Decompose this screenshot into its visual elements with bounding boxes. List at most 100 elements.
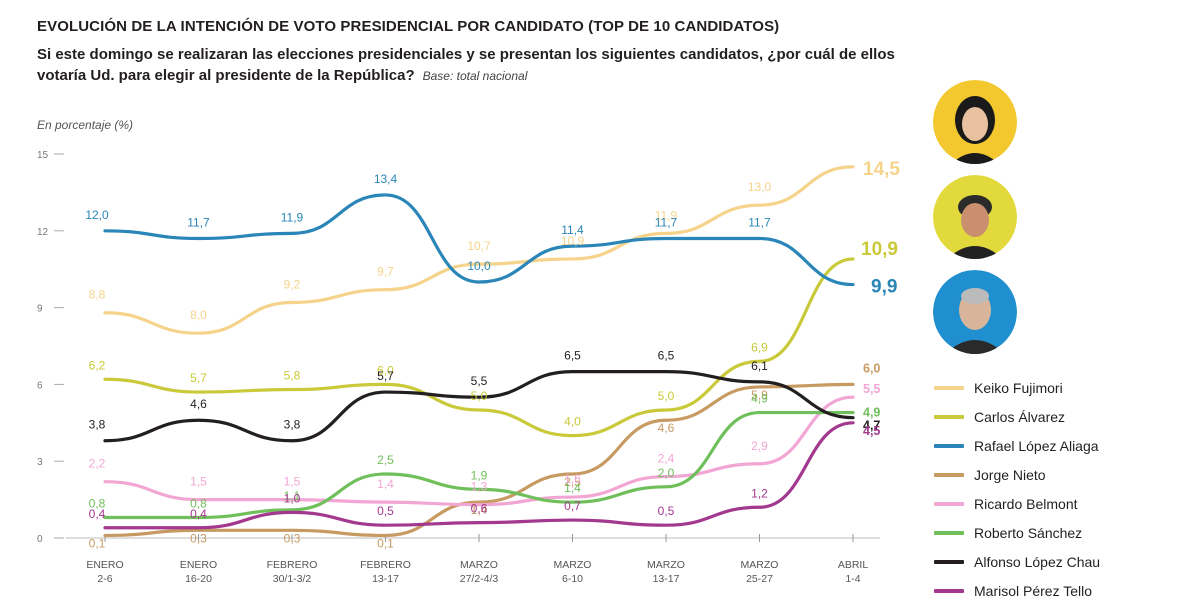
alfonso-data-label: 3,8 [284, 418, 301, 432]
alfonso-data-label: 5,7 [377, 369, 394, 383]
marisol-data-label: 0,6 [471, 502, 488, 516]
ricardo-data-label: 2,4 [658, 452, 675, 466]
x-tick-label: ENERO [86, 559, 123, 571]
jorge-data-label: 2,5 [564, 475, 581, 489]
carlos-data-label: 6,2 [89, 358, 106, 372]
x-tick-sublabel: 25-27 [746, 573, 773, 585]
legend-swatch [934, 414, 964, 419]
legend-item-carlos: Carlos Álvarez [934, 402, 1100, 431]
x-tick-label: MARZO [647, 559, 685, 571]
roberto-data-label: 1,1 [284, 489, 301, 503]
x-tick-label: FEBRERO [360, 559, 411, 571]
keiko-data-label: 9,7 [377, 265, 394, 279]
rafael-data-label: 11,7 [187, 215, 210, 229]
legend-item-keiko: Keiko Fujimori [934, 373, 1100, 402]
roberto-data-label: 4,9 [863, 406, 880, 420]
keiko-portrait-icon [933, 80, 1017, 164]
carlos-data-label: 5,8 [284, 369, 301, 383]
x-tick-label: ENERO [180, 559, 217, 571]
ricardo-data-label: 5,5 [863, 382, 880, 396]
rafael-data-label: 11,7 [655, 215, 678, 229]
x-tick-sublabel: 27/2-4/3 [460, 573, 499, 585]
x-tick-sublabel: 13-17 [372, 573, 399, 585]
ricardo-data-label: 1,4 [377, 477, 394, 491]
keiko-data-label: 10,9 [561, 234, 585, 248]
y-tick-label: 6 [37, 380, 43, 391]
legend-swatch [934, 559, 964, 564]
roberto-data-label: 4,9 [751, 392, 768, 406]
rafael-data-label: 11,7 [748, 215, 771, 229]
legend-label: Marisol Pérez Tello [974, 582, 1093, 599]
jorge-data-label: 0,3 [284, 531, 301, 545]
ricardo-data-label: 1,5 [284, 475, 301, 489]
legend-swatch [934, 385, 964, 390]
rafael-data-label: 13,4 [374, 172, 398, 186]
y-tick-label: 0 [37, 534, 43, 545]
legend-item-ricardo: Ricardo Belmont [934, 489, 1100, 518]
marisol-data-label: 4,5 [863, 424, 880, 438]
roberto-data-label: 2,0 [658, 466, 675, 480]
legend-label: Rafael López Aliaga [974, 437, 1099, 454]
alfonso-data-label: 6,1 [751, 359, 768, 373]
carlos-data-label: 5,7 [190, 371, 207, 385]
roberto-data-label: 2,5 [377, 453, 394, 467]
keiko-data-label: 13,0 [748, 180, 772, 194]
legend-item-roberto: Roberto Sánchez [934, 518, 1100, 547]
legend-label: Carlos Álvarez [974, 408, 1066, 425]
legend-swatch [934, 472, 964, 477]
marisol-data-label: 0,4 [89, 507, 106, 521]
jorge-data-label: 6,0 [863, 361, 880, 375]
roberto-data-label: 0,8 [89, 497, 106, 511]
jorge-data-label: 0,1 [377, 536, 394, 550]
subtitle-question: Si este domingo se realizaran las elecci… [37, 46, 895, 84]
rafael-data-label: 9,9 [871, 277, 897, 298]
legend-item-jorge: Jorge Nieto [934, 460, 1100, 489]
legend-label: Alfonso López Chau [974, 553, 1101, 570]
marisol-data-label: 0,4 [190, 507, 207, 521]
marisol-data-label: 0,7 [564, 499, 581, 513]
keiko-data-label: 14,5 [863, 159, 900, 180]
jorge-data-label: 0,3 [190, 531, 207, 545]
legend-swatch [934, 530, 964, 535]
rafael-portrait-icon [933, 270, 1017, 354]
legend-label: Ricardo Belmont [974, 495, 1078, 512]
unit-label: En porcentaje (%) [37, 118, 134, 132]
alfonso-data-label: 6,5 [564, 349, 581, 363]
roberto-data-label: 1,4 [564, 481, 581, 495]
carlos-data-label: 5,0 [471, 389, 488, 403]
legend-swatch [934, 588, 964, 593]
marisol-data-label: 0,5 [377, 504, 394, 518]
ricardo-data-label: 2,9 [751, 439, 768, 453]
x-tick-sublabel: 30/1-3/2 [273, 573, 312, 585]
chart-title: EVOLUCIÓN DE LA INTENCIÓN DE VOTO PRESID… [37, 18, 780, 35]
rafael-data-label: 11,9 [281, 210, 304, 224]
x-tick-sublabel: 2-6 [97, 573, 112, 585]
jorge-data-label: 1,4 [471, 503, 488, 517]
legend-swatch [934, 501, 964, 506]
x-tick-sublabel: 1-4 [845, 573, 860, 585]
ricardo-data-label: 2,2 [89, 457, 106, 471]
legend-label: Jorge Nieto [974, 466, 1046, 483]
rafael-avatar [933, 270, 1017, 354]
carlos-data-label: 6,0 [377, 363, 394, 377]
keiko-data-label: 8,0 [190, 308, 207, 322]
x-tick-sublabel: 13-17 [653, 573, 680, 585]
y-tick-label: 3 [37, 457, 43, 468]
x-tick-label: FEBRERO [267, 559, 318, 571]
y-tick-label: 9 [37, 304, 43, 315]
jorge-data-label: 5,9 [751, 388, 768, 402]
marisol-data-label: 1,2 [751, 486, 768, 500]
keiko-data-label: 9,2 [284, 277, 301, 291]
carlos-portrait-icon [933, 175, 1017, 259]
x-tick-sublabel: 16-20 [185, 573, 212, 585]
legend-swatch [934, 443, 964, 448]
ricardo-series-line [103, 395, 855, 507]
roberto-data-label: 1,9 [471, 468, 488, 482]
ricardo-data-label: 1,3 [471, 480, 488, 494]
keiko-data-label: 8,8 [89, 288, 106, 302]
alfonso-data-label: 4,6 [190, 397, 207, 411]
roberto-data-label: 0,8 [190, 497, 207, 511]
ricardo-data-label: 1,6 [564, 472, 581, 486]
jorge-data-label: 4,6 [658, 421, 675, 435]
legend-label: Keiko Fujimori [974, 379, 1063, 396]
